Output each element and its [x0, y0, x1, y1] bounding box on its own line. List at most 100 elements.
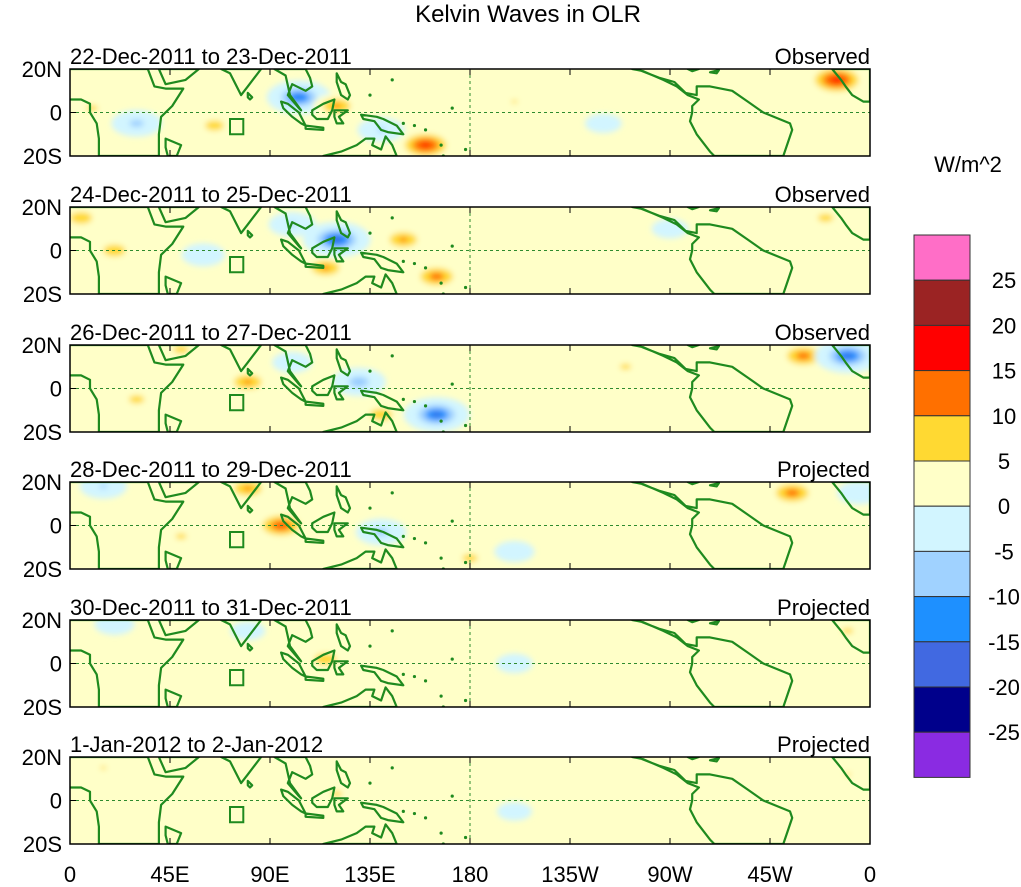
anomaly-contour: [429, 272, 444, 281]
colorbar-swatch: [913, 686, 971, 733]
coastline: [220, 757, 263, 785]
panel-6: 1-Jan-2012 to 2-Jan-2012 Projected 20N 0 20S: [22, 732, 871, 857]
island: [401, 259, 405, 263]
island: [439, 419, 443, 423]
anomaly-field: [116, 345, 870, 432]
island: [390, 354, 394, 358]
island: [463, 560, 468, 565]
coastline: [311, 98, 336, 121]
coastline: [831, 207, 870, 241]
island: [412, 261, 417, 266]
panel-date-range: 24-Dec-2011 to 25-Dec-2011: [70, 182, 352, 207]
island: [368, 231, 372, 235]
coastline: [322, 411, 398, 432]
coastline: [220, 345, 263, 373]
coastline: [220, 620, 263, 648]
island: [450, 106, 454, 110]
x-axis: 0 45E 90E 135E 180 135W 90W 45W 0: [64, 862, 876, 887]
anomaly-contour: [843, 353, 853, 359]
y-tick-label: 20N: [22, 195, 62, 220]
anomaly-contour: [332, 103, 341, 109]
coastline: [631, 207, 794, 294]
panel-plot-area: [70, 757, 870, 844]
colorbar-label: 25: [992, 268, 1016, 293]
panel-plot-area: [70, 69, 870, 156]
island: [423, 128, 428, 132]
coastline: [164, 137, 183, 156]
y-tick-label: 20N: [22, 608, 62, 633]
coastline: [686, 345, 701, 349]
coastline: [686, 207, 701, 211]
anomaly-contour: [600, 121, 607, 125]
y-tick-label: 0: [50, 101, 62, 126]
coastline: [273, 345, 314, 388]
colorbar-swatch: [913, 731, 971, 778]
coastline: [322, 686, 398, 707]
coastline: [686, 482, 701, 486]
coastline: [304, 262, 325, 269]
panel-status: Projected: [777, 595, 870, 620]
region-box: [229, 531, 245, 549]
anomaly-contour: [185, 671, 221, 691]
coastline: [335, 760, 352, 789]
colorbar-swatch: [913, 234, 971, 281]
x-tick-label: 135W: [541, 862, 599, 887]
y-tick-label: 20S: [23, 832, 62, 857]
panel-date-range: 30-Dec-2011 to 31-Dec-2011: [70, 595, 352, 620]
coastline: [157, 757, 200, 774]
colorbar-swatch: [913, 415, 971, 462]
coastline: [322, 135, 398, 156]
coastlines: [70, 482, 870, 569]
panel-plot-area: [70, 620, 870, 707]
coastline: [322, 823, 398, 844]
coastline: [333, 797, 349, 813]
coastline: [157, 207, 200, 224]
coastline: [631, 345, 794, 432]
coastline: [70, 345, 185, 432]
island: [450, 657, 454, 661]
panel-stack: 22-Dec-2011 to 23-Dec-2011 Observed 20N 0 20…: [22, 44, 871, 857]
y-tick-label: 20N: [22, 57, 62, 82]
coastline: [311, 649, 336, 672]
anomaly-contour: [620, 363, 632, 370]
anomaly-contour: [666, 227, 674, 231]
anomaly-contour: [420, 142, 431, 148]
coastline: [70, 620, 185, 707]
x-tick-label: 90E: [250, 862, 289, 887]
coastline: [631, 757, 794, 844]
colorbar-swatch: [913, 460, 971, 507]
panel-plot-area: [70, 207, 870, 294]
coastline: [280, 513, 307, 540]
island: [450, 382, 454, 386]
coastlines: [70, 345, 870, 432]
y-tick-label: 0: [50, 652, 62, 677]
coastline: [686, 620, 701, 624]
island: [412, 399, 417, 404]
anomaly-contour: [129, 119, 144, 128]
coastlines: [70, 207, 870, 294]
island: [412, 123, 417, 128]
colorbar-swatch: [913, 641, 971, 688]
coastline: [164, 413, 183, 432]
anomaly-contour: [106, 620, 123, 629]
coastlines: [70, 620, 870, 707]
y-tick-label: 0: [50, 514, 62, 539]
panel-status: Observed: [775, 320, 870, 345]
coastline: [220, 207, 263, 235]
y-tick-label: 0: [50, 789, 62, 814]
coastline: [164, 550, 183, 569]
coastline: [708, 482, 721, 488]
coastline: [311, 374, 336, 397]
anomaly-contour: [86, 105, 98, 112]
coastline: [335, 623, 352, 652]
anomaly-contour: [796, 352, 811, 360]
coastline: [246, 229, 254, 239]
coastline: [157, 345, 200, 362]
panel-status: Projected: [777, 457, 870, 482]
coastline: [246, 504, 254, 514]
island: [368, 781, 372, 785]
coastline: [360, 664, 405, 687]
coastline: [220, 69, 263, 97]
panel-1: 22-Dec-2011 to 23-Dec-2011 Observed 20N 0 20…: [22, 44, 871, 169]
